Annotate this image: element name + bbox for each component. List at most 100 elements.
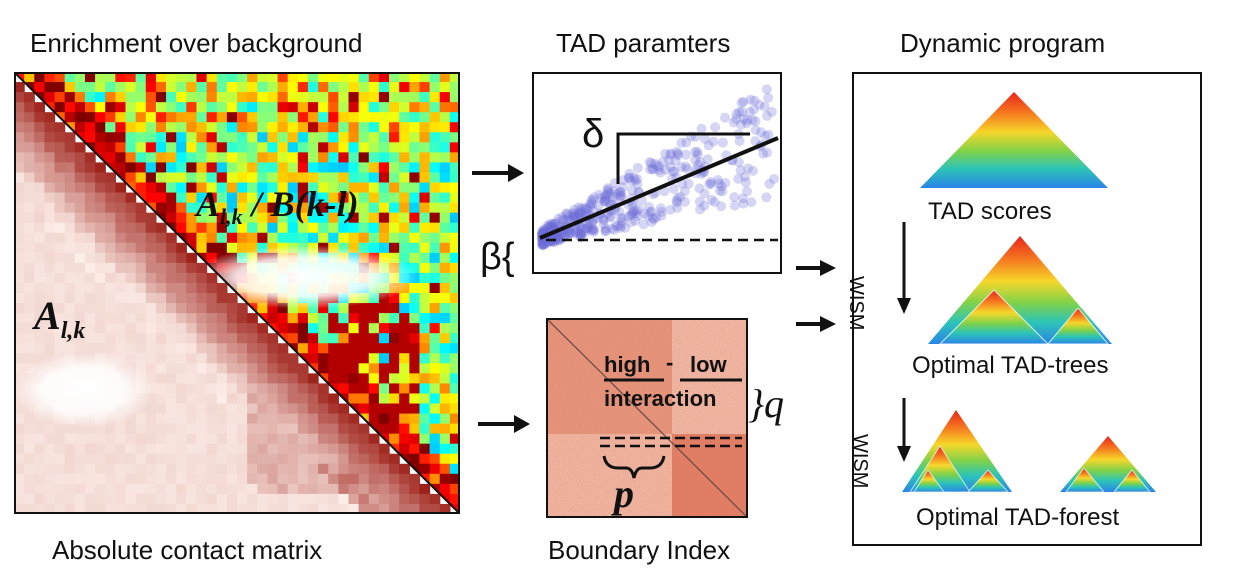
scatter-point	[646, 206, 657, 217]
heatmap-cell	[135, 142, 147, 153]
heatmap-cell	[95, 92, 106, 103]
heatmap-cell	[64, 192, 76, 204]
heatmap-cell	[186, 293, 198, 304]
heatmap-cell	[186, 393, 198, 405]
heatmap-cell	[419, 313, 431, 324]
scatter-point	[594, 189, 605, 200]
heatmap-cell	[429, 232, 441, 244]
heatmap-cell	[338, 473, 350, 485]
scatter-point	[649, 158, 660, 169]
heatmap-cell	[389, 493, 400, 505]
high-label: high	[604, 352, 651, 377]
heatmap-cell	[297, 383, 309, 395]
heatmap-cell	[358, 82, 370, 93]
heatmap-cell	[74, 82, 86, 93]
scatter-point	[737, 106, 748, 117]
scatter-point	[735, 165, 746, 176]
scatter-point	[631, 205, 642, 216]
heatmap-cell	[429, 403, 441, 415]
heatmap-cell	[358, 493, 370, 505]
heatmap-cell	[176, 503, 187, 514]
heatmap-cell	[439, 142, 451, 153]
scatter-point	[620, 222, 631, 233]
heatmap-cell	[368, 343, 380, 354]
scatter-point	[564, 229, 575, 240]
heatmap-cell	[216, 112, 228, 123]
heatmap-cell	[34, 272, 46, 284]
heatmap-cell	[318, 212, 329, 224]
heatmap-cell	[226, 463, 238, 475]
heatmap-cell	[318, 232, 329, 244]
heatmap-cell	[14, 323, 25, 334]
heatmap-cell	[358, 162, 370, 174]
scatter-point	[554, 232, 565, 243]
heatmap-cell	[166, 493, 177, 505]
heatmap-cell	[155, 483, 167, 495]
heatmap-cell	[409, 102, 421, 113]
heatmap-cell	[24, 503, 35, 514]
heatmap-cell	[206, 433, 218, 445]
heatmap-cell	[449, 413, 460, 425]
heatmap-cell	[399, 252, 410, 264]
heatmap-cell	[105, 453, 116, 465]
heatmap-cell	[145, 333, 157, 344]
heatmap-cell	[95, 323, 106, 334]
heatmap-cell	[378, 393, 390, 405]
heatmap-cell	[378, 202, 390, 214]
heatmap-cell	[429, 353, 441, 364]
heatmap-cell	[186, 122, 198, 133]
heatmap-cell	[196, 303, 208, 314]
heatmap-cell	[216, 443, 228, 455]
scatter-point	[576, 229, 587, 240]
heatmap-cell	[206, 102, 218, 113]
heatmap-cell	[196, 112, 208, 123]
heatmap-cell	[237, 343, 248, 354]
heatmap-cell	[378, 413, 390, 425]
heatmap-cell	[348, 303, 360, 314]
heatmap-cell	[44, 453, 56, 465]
heatmap-cell	[125, 313, 137, 324]
heatmap-cell	[34, 313, 46, 324]
heatmap-cell	[368, 463, 380, 475]
heatmap-cell	[186, 453, 198, 465]
heatmap-cell	[135, 493, 147, 505]
heatmap-cell	[277, 353, 289, 364]
heatmap-cell	[277, 423, 289, 435]
heatmap-cell	[54, 483, 66, 495]
scatter-point	[703, 140, 714, 151]
heatmap-cell	[14, 343, 25, 354]
heatmap-cell	[216, 463, 228, 475]
heatmap-cell	[216, 82, 228, 93]
heatmap-cell	[247, 162, 258, 174]
heatmap-cell	[74, 242, 86, 254]
heatmap-cell	[247, 333, 258, 344]
heatmap-cell	[237, 423, 248, 435]
heatmap-cell	[54, 72, 66, 83]
heatmap-cell	[409, 323, 421, 334]
heatmap-cell	[277, 92, 289, 103]
heatmap-cell	[145, 293, 157, 304]
heatmap-cell	[257, 82, 269, 93]
heatmap-cell	[419, 423, 431, 435]
heatmap-cell	[419, 282, 431, 294]
heatmap-cell	[449, 443, 460, 455]
heatmap-cell	[74, 192, 86, 204]
scatter-point	[585, 201, 596, 212]
heatmap-cell	[358, 443, 370, 455]
heatmap-cell	[247, 323, 258, 334]
heatmap-cell	[176, 152, 187, 164]
scatter-point	[761, 192, 772, 203]
heatmap-cell	[95, 162, 106, 174]
heatmap-cell	[409, 252, 421, 264]
heatmap-cell	[176, 493, 187, 505]
heatmap-cell	[74, 182, 86, 194]
heatmap-cell	[449, 232, 460, 244]
heatmap-cell	[206, 443, 218, 455]
heatmap-cell	[368, 212, 380, 224]
heatmap-cell	[186, 232, 198, 244]
heatmap-cell	[115, 443, 127, 455]
heatmap-cell	[84, 102, 96, 113]
heatmap-cell	[267, 393, 279, 405]
heatmap-cell	[206, 82, 218, 93]
heatmap-cell	[145, 453, 157, 465]
